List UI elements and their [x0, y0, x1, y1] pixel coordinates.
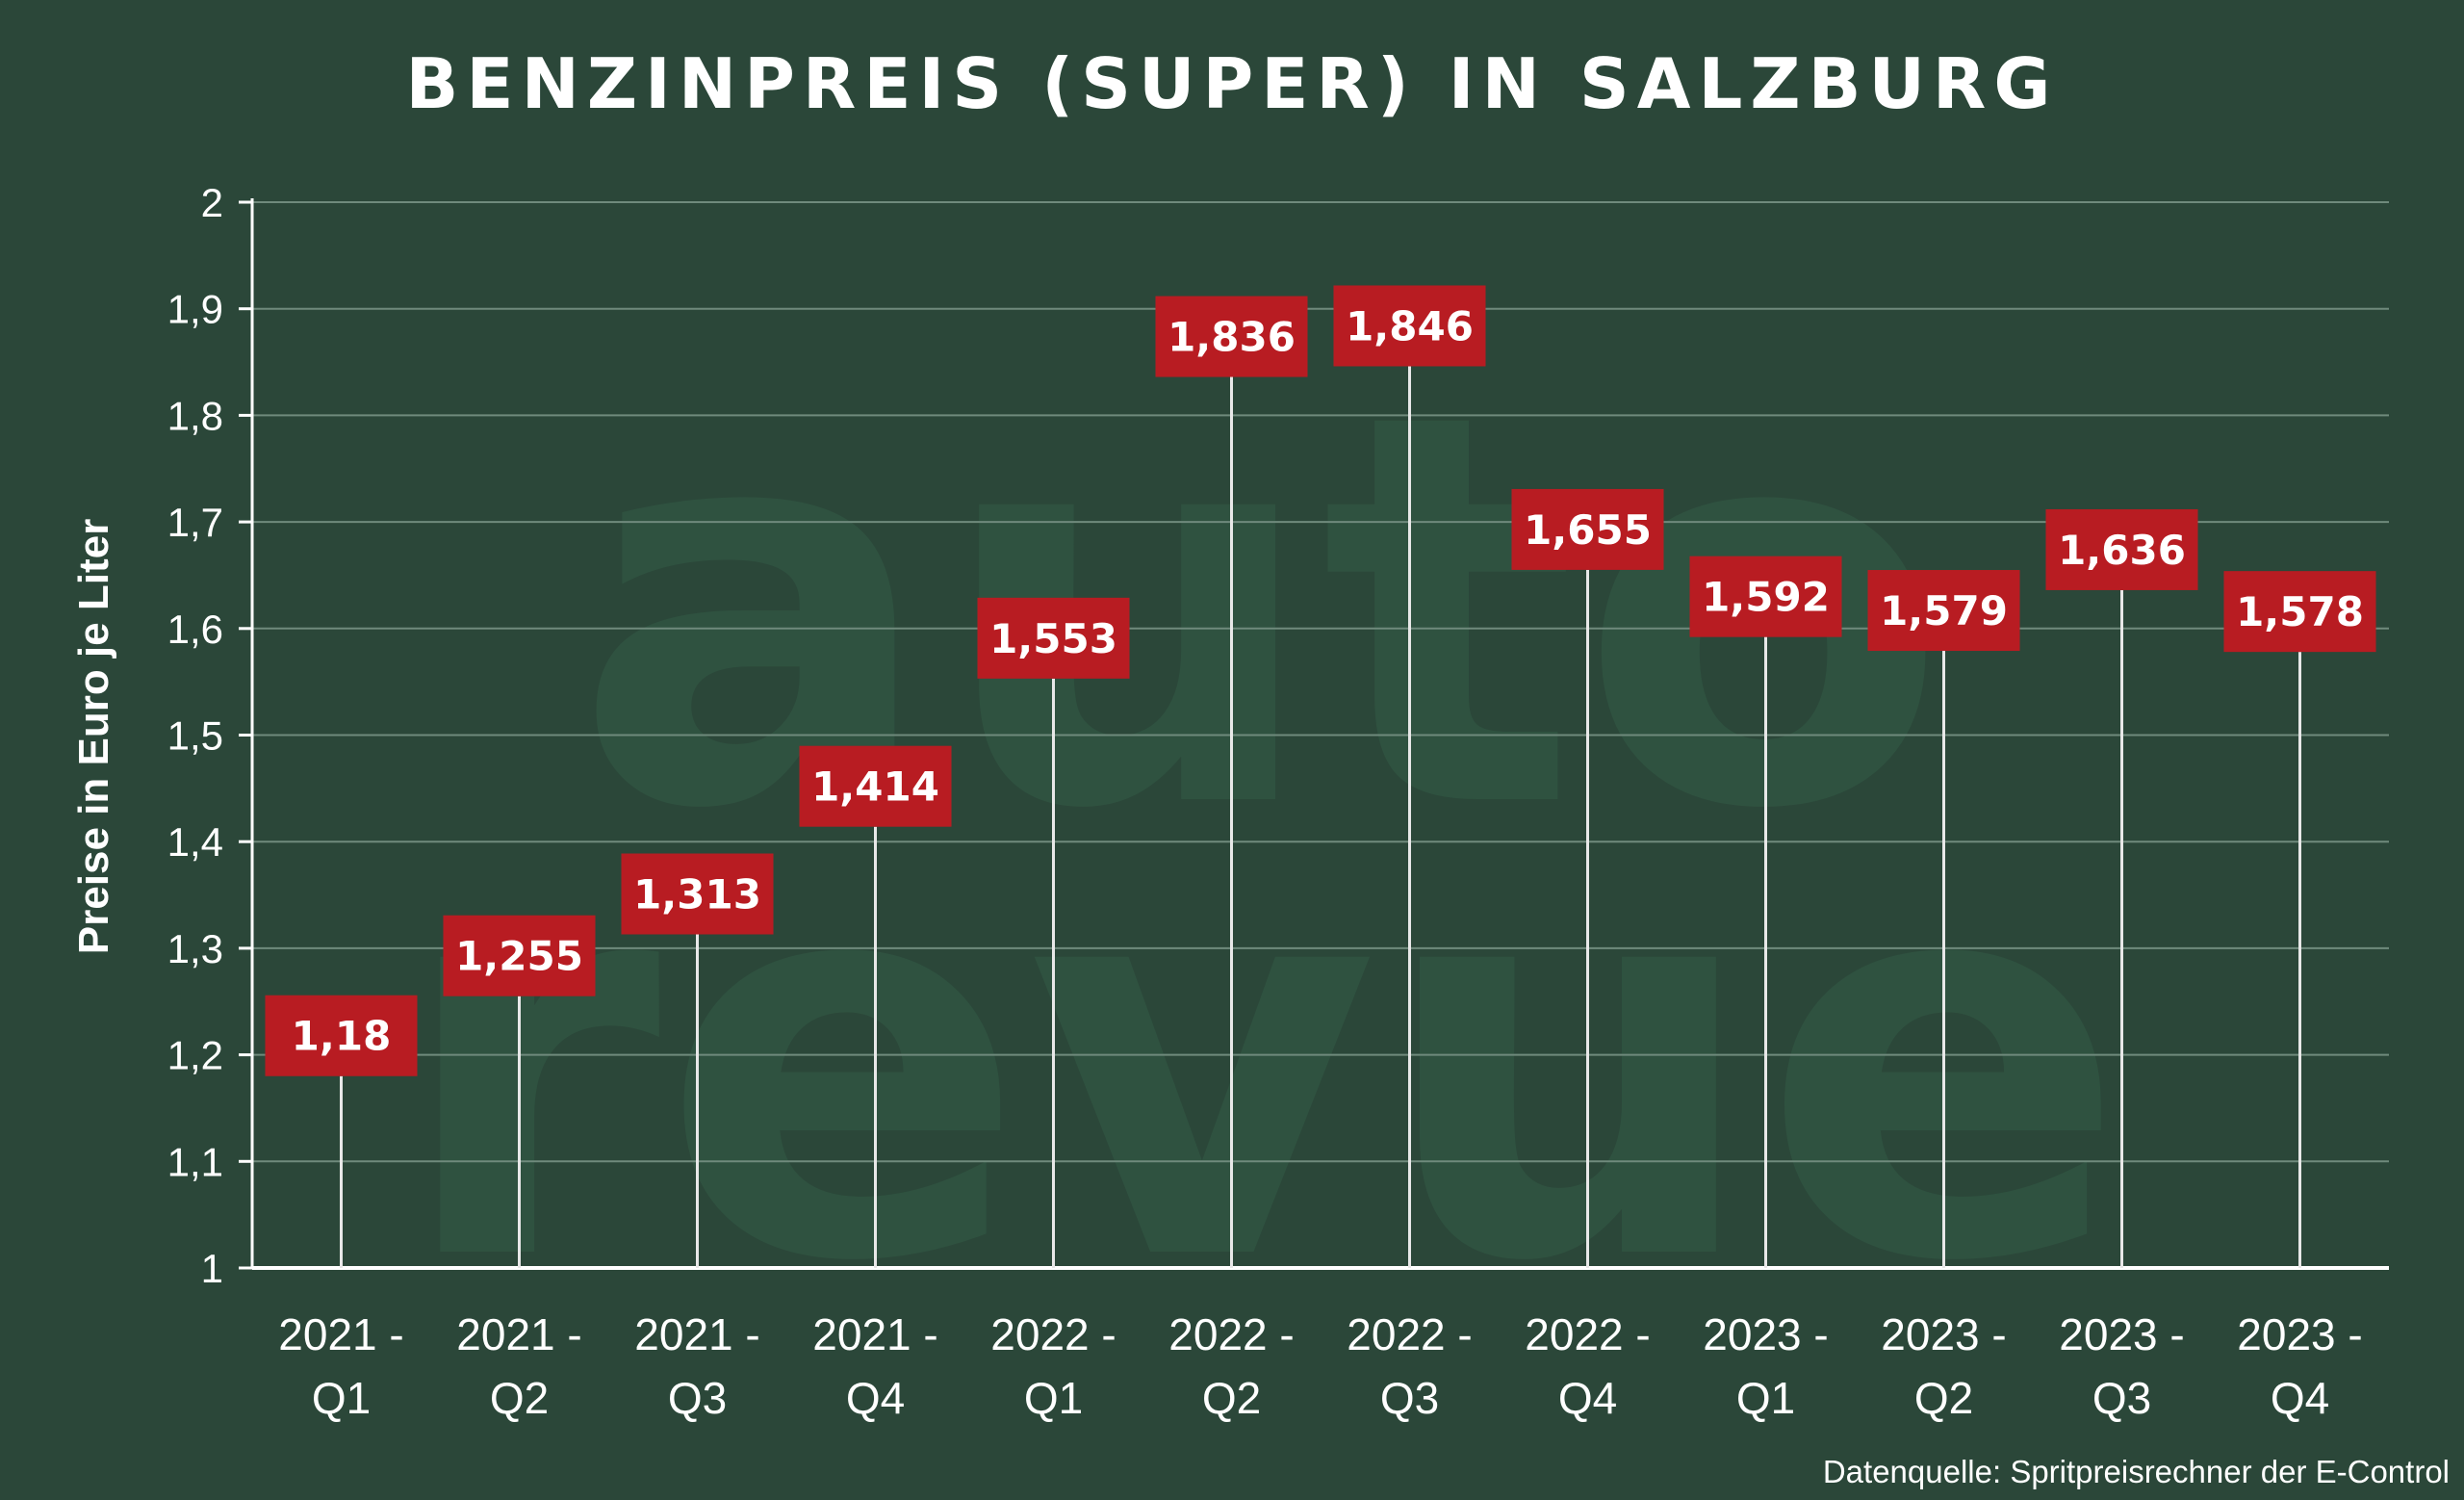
y-axis-ticks: 1 1,1 1,2 1,3 1,4 1,5 1,6 1,7 1,8 1,9 2	[167, 180, 223, 1291]
watermark: auto revue	[395, 299, 2127, 1380]
x-tick-label: Q2	[490, 1373, 549, 1423]
y-tick-label: 1,8	[167, 393, 223, 438]
x-tick-label: Q4	[2271, 1373, 2329, 1423]
x-tick-label: 2023 -	[2237, 1309, 2362, 1359]
x-tick-label: 2022 -	[990, 1309, 1116, 1359]
data-label: 1,592	[1702, 574, 1830, 621]
x-tick-label: Q4	[846, 1373, 905, 1423]
x-tick-label: 2021 -	[278, 1309, 403, 1359]
value-label-box	[1867, 570, 2020, 652]
data-label: 1,255	[455, 933, 583, 980]
value-label-box	[1333, 285, 1486, 367]
x-tick-label: Q1	[1024, 1373, 1083, 1423]
x-tick-label: Q1	[312, 1373, 371, 1423]
x-tick-label: 2023 -	[1881, 1309, 2006, 1359]
y-tick-label: 1	[201, 1246, 223, 1291]
y-tick-label: 1,2	[167, 1033, 223, 1078]
value-label-box	[1511, 488, 1664, 570]
y-tick-label: 1,9	[167, 287, 223, 332]
source-note: Datenquelle: Spritpreisrechner der E-Con…	[1823, 1454, 2450, 1489]
data-label: 1,836	[1168, 314, 1296, 361]
data-label: 1,313	[633, 871, 761, 918]
x-tick-label: Q3	[1380, 1373, 1439, 1423]
value-label-box	[2045, 508, 2198, 590]
data-label: 1,846	[1346, 302, 1474, 349]
axes	[239, 198, 2389, 1270]
x-tick-label: 2021 -	[812, 1309, 937, 1359]
y-axis-label: Preise in Euro je Liter	[70, 519, 117, 954]
y-tick-label: 1,1	[167, 1139, 223, 1184]
y-tick-label: 1,3	[167, 926, 223, 971]
value-label-box	[799, 745, 952, 827]
y-tick-label: 1,7	[167, 500, 223, 545]
x-tick-label: Q1	[1736, 1373, 1795, 1423]
y-tick-label: 1,6	[167, 607, 223, 652]
x-tick-label: Q2	[1914, 1373, 1973, 1423]
data-label: 1,414	[811, 763, 939, 811]
value-label-box	[1689, 556, 1842, 637]
value-labels: 1,18 1,255 1,313 1,414 1,553 1,836 1,846 1,655 1…	[265, 285, 2376, 1076]
x-tick-label: 2022 -	[1347, 1309, 1472, 1359]
value-label-box	[2223, 571, 2376, 653]
y-tick-label: 2	[201, 180, 223, 225]
value-label-box	[265, 995, 418, 1076]
data-label: 1,553	[989, 615, 1117, 662]
x-tick-label: Q3	[2092, 1373, 2151, 1423]
data-label: 1,636	[2058, 527, 2186, 574]
x-tick-label: 2021 -	[634, 1309, 759, 1359]
x-tick-label: 2022 -	[1168, 1309, 1294, 1359]
x-tick-label: 2023 -	[1703, 1309, 1828, 1359]
bar-stems	[340, 366, 2301, 1268]
y-tick-label: 1,4	[167, 819, 223, 865]
chart-title: BENZINPREIS (SUPER) IN SALZBURG	[406, 43, 2059, 124]
value-label-box	[1155, 296, 1308, 377]
data-label: 1,18	[292, 1013, 392, 1060]
x-tick-label: 2023 -	[2059, 1309, 2184, 1359]
grid	[252, 201, 2389, 1163]
value-label-box	[621, 853, 774, 935]
x-tick-label: Q2	[1202, 1373, 1261, 1423]
y-tick-label: 1,5	[167, 713, 223, 759]
value-label-box	[443, 915, 596, 996]
watermark-line-2: revue	[395, 752, 2127, 1380]
x-tick-label: 2022 -	[1525, 1309, 1650, 1359]
x-axis-ticks: 2021 - Q1 2021 - Q2 2021 - Q3 2021 - Q4 2022 - Q1…	[278, 1309, 2362, 1423]
x-tick-label: Q4	[1558, 1373, 1617, 1423]
x-tick-label: 2021 -	[456, 1309, 581, 1359]
x-tick-label: Q3	[668, 1373, 727, 1423]
data-label: 1,579	[1880, 587, 2008, 634]
data-label: 1,655	[1524, 506, 1652, 554]
data-label: 1,578	[2236, 588, 2364, 635]
value-label-box	[977, 597, 1130, 679]
